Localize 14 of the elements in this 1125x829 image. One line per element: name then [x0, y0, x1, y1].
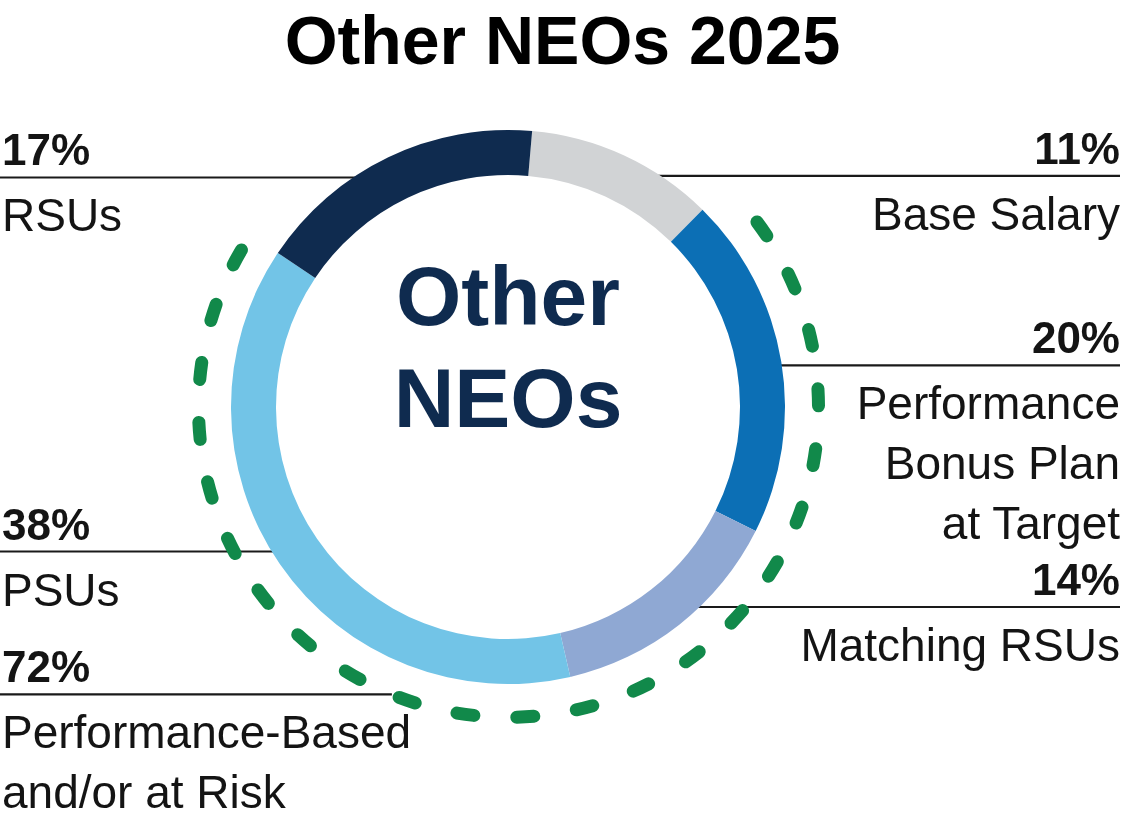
- data-label: 20%: [1031, 313, 1120, 363]
- slice-label: PSUs: [2, 563, 120, 616]
- data-label: 17%: [2, 125, 91, 175]
- data-label: 11%: [1034, 123, 1120, 173]
- chart-title: Other NEOs 2025: [284, 2, 841, 78]
- slice-label: RSUs: [2, 189, 123, 242]
- text: 72%: [2, 642, 91, 692]
- text: Performance-Based and/or at Risk: [2, 706, 412, 819]
- slice-label: Performance Bonus Plan at Target: [856, 377, 1121, 550]
- data-label: 38%: [2, 499, 91, 549]
- text: Other NEOs: [393, 249, 623, 445]
- data-label: 14%: [1031, 555, 1120, 604]
- slice-label: Matching RSUs: [800, 619, 1120, 671]
- slice-label: Base Salary: [871, 187, 1120, 240]
